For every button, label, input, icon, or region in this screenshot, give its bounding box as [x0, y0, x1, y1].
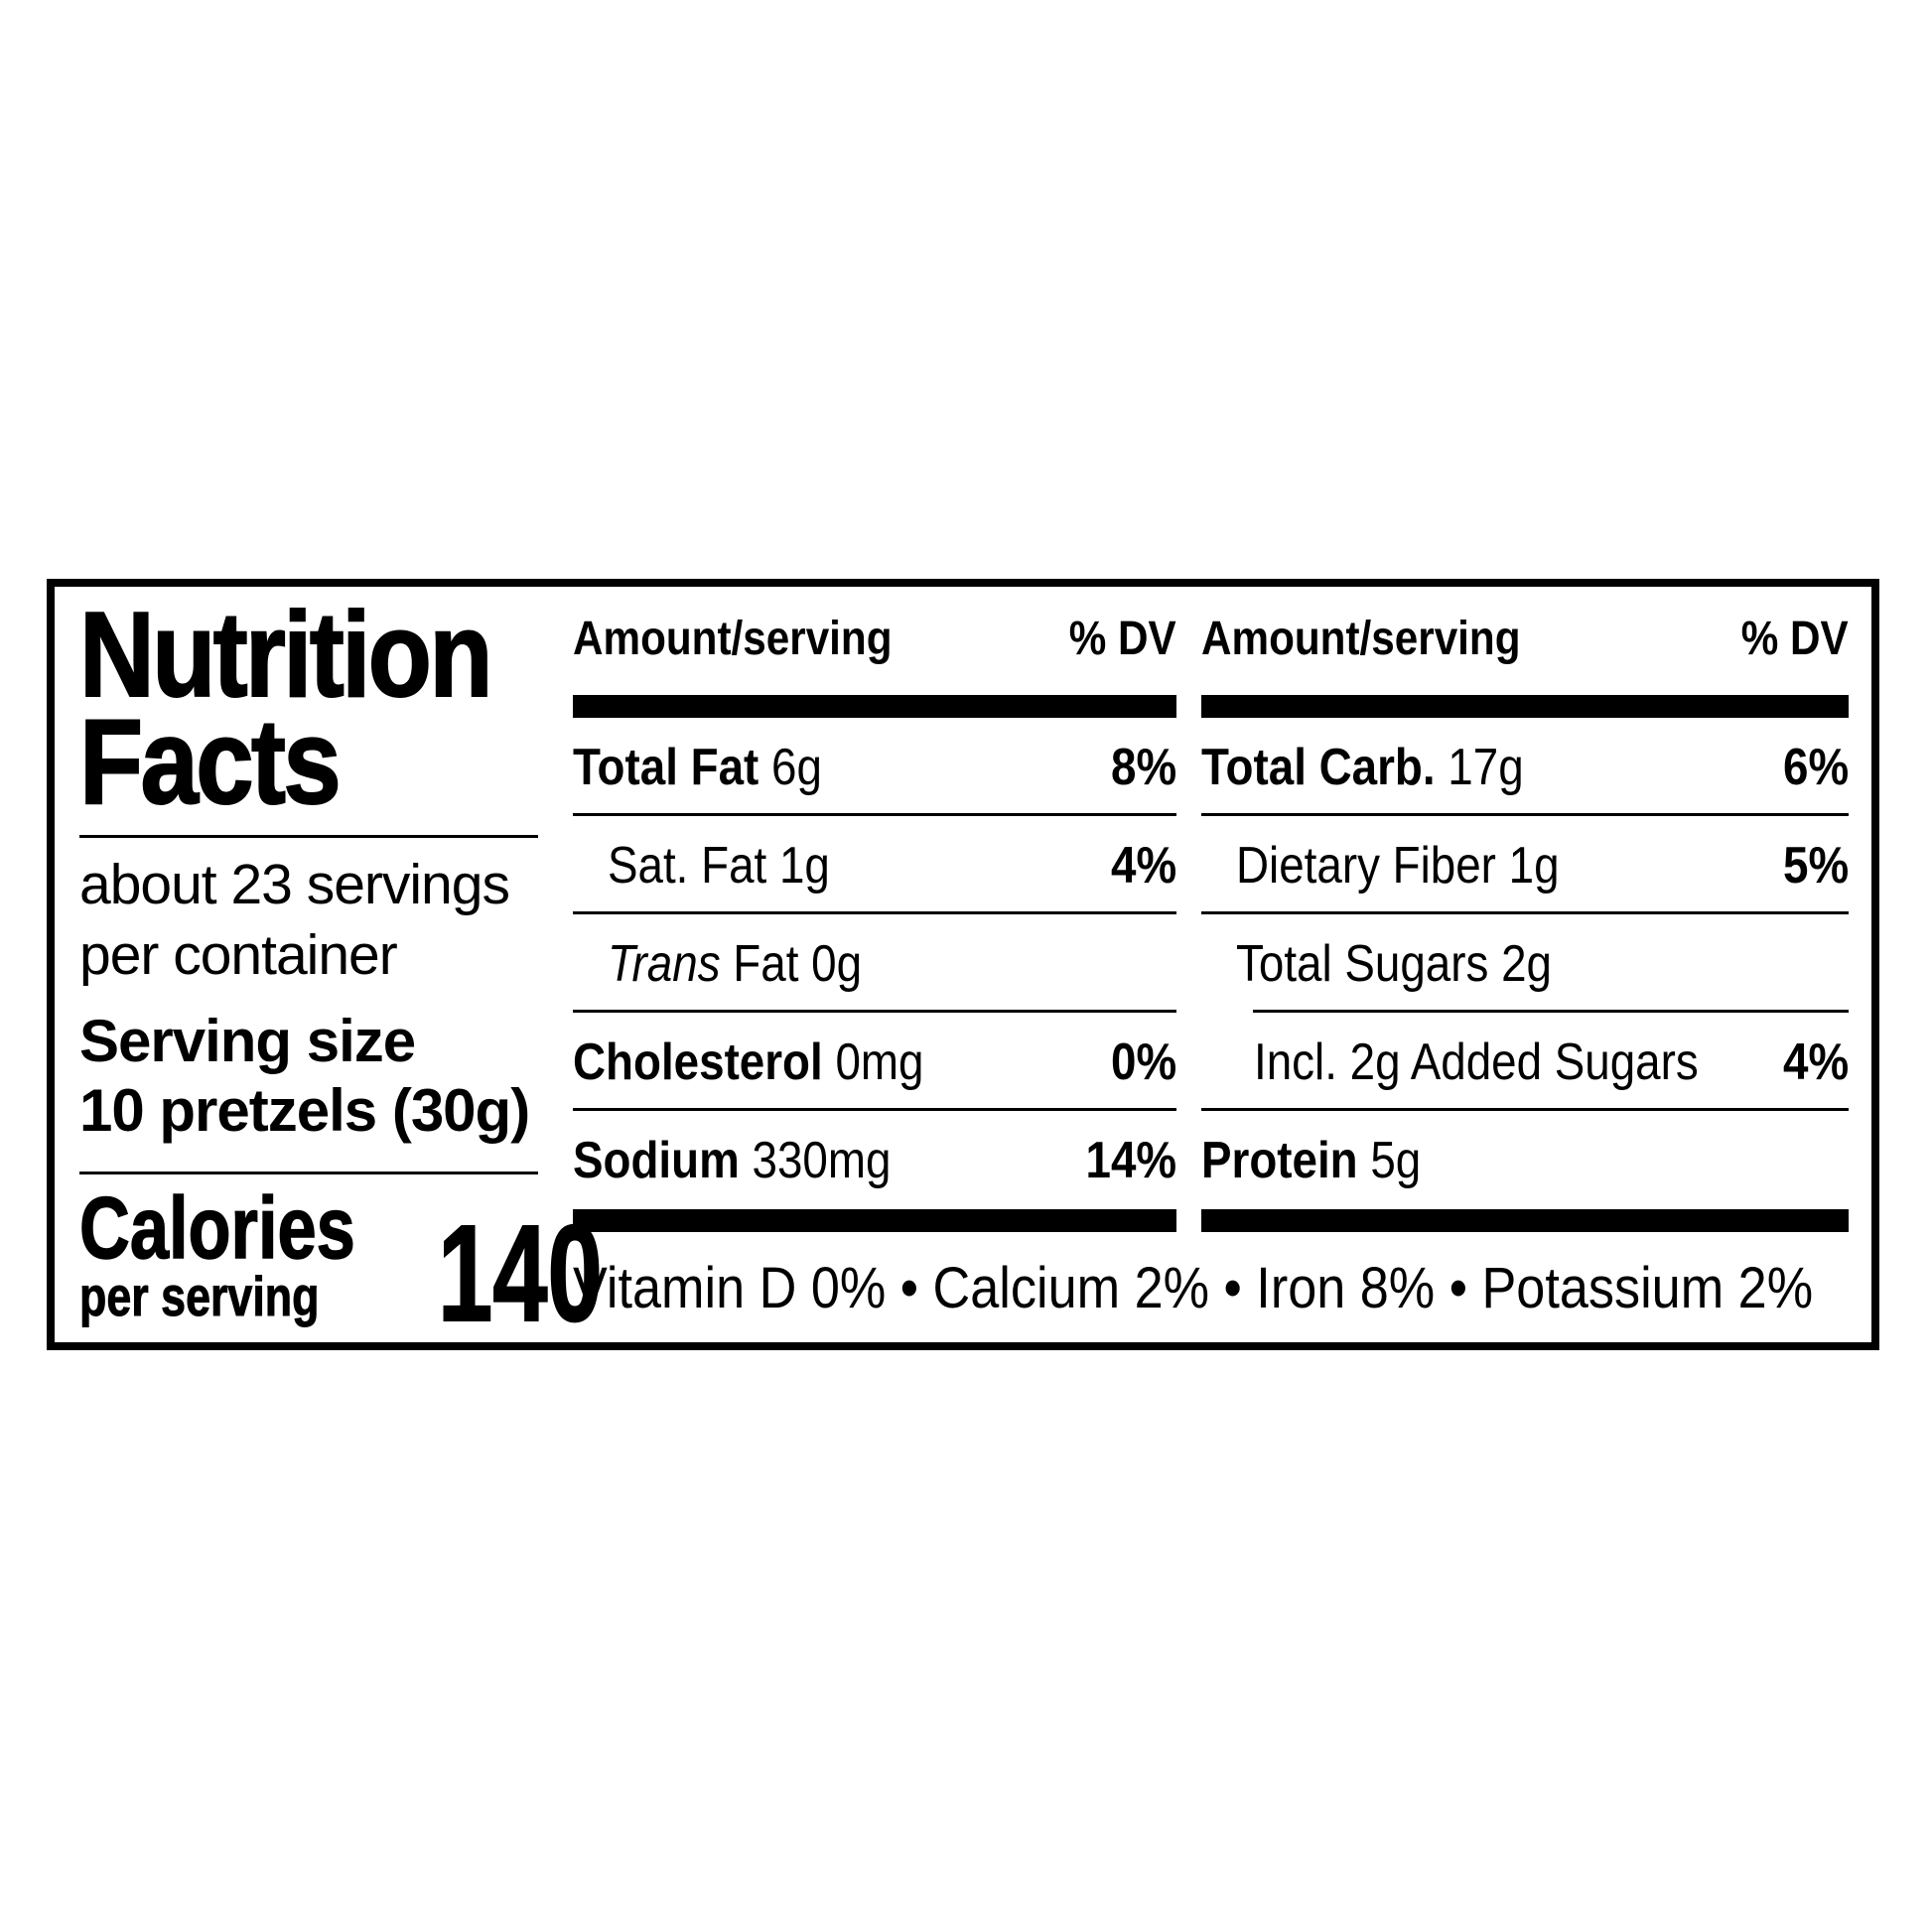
row-total-carb: Total Carb. 17g 6% [1201, 718, 1849, 816]
row-added-sugars: Incl. 2g Added Sugars 4% [1201, 1013, 1849, 1111]
column-2-header: Amount/serving % DV [1201, 616, 1849, 663]
amount-per-serving-header: Amount/serving [573, 613, 893, 665]
nutrient-amount: Total Fat 6g [573, 738, 822, 797]
micronutrients-line: Vitamin D 0% • Calcium 2% • Iron 8% • Po… [573, 1256, 1814, 1320]
percent-dv-header: % DV [1069, 613, 1176, 665]
amount-regular: Sat. Fat 1g [608, 836, 830, 895]
amount-bold: Total Carb. [1201, 738, 1436, 796]
thin-rule [79, 835, 538, 838]
thin-rule [1201, 1108, 1849, 1111]
amount-per-serving-header: Amount/serving [1201, 613, 1521, 665]
thick-bar [573, 1209, 1176, 1232]
row-trans-fat: Trans Fat 0g [573, 914, 1176, 1013]
amount-bold: Protein [1201, 1131, 1358, 1189]
nutrient-dv: 6% [1782, 738, 1849, 796]
serving-size-label: Serving size [79, 1008, 416, 1074]
percent-dv-header: % DV [1741, 613, 1849, 665]
amount-regular: Fat 0g [720, 934, 863, 993]
row-sodium: Sodium 330mg 14% [573, 1111, 1176, 1209]
serving-size: Serving size 10 pretzels (30g) [79, 1007, 563, 1146]
amount-regular: 5g [1357, 1131, 1422, 1189]
amount-bold: Sodium [573, 1131, 740, 1189]
nutrient-dv: 5% [1782, 836, 1849, 895]
amount-regular: 0mg [822, 1033, 924, 1091]
nutrient-amount: Protein 5g [1201, 1131, 1421, 1190]
calories-section: Calories per serving 140 [78, 1178, 603, 1343]
amount-bold: Cholesterol [573, 1033, 823, 1091]
thin-rule [573, 1108, 1176, 1111]
nutrient-dv: 14% [1085, 1131, 1176, 1189]
nutrient-amount: Dietary Fiber 1g [1236, 836, 1560, 896]
nutrition-facts-label: Nutrition Facts about 23 servings per co… [47, 579, 1879, 1350]
amount-italic: Trans [608, 934, 721, 993]
thin-rule [79, 1172, 538, 1174]
amount-regular: Dietary Fiber 1g [1236, 836, 1560, 895]
serving-size-value: 10 pretzels (30g) [79, 1077, 530, 1144]
thin-rule [1201, 911, 1849, 914]
row-sat-fat: Sat. Fat 1g 4% [573, 816, 1176, 914]
column-1-header: Amount/serving % DV [573, 616, 1176, 663]
thin-rule [573, 813, 1176, 816]
thick-bar [573, 695, 1176, 718]
amount-regular: 330mg [739, 1131, 892, 1189]
nutrient-amount: Sodium 330mg [573, 1131, 891, 1190]
calories-sublabel: per serving [79, 1265, 320, 1327]
title-line-1: Nutrition [78, 587, 493, 722]
nutrient-amount: Incl. 2g Added Sugars [1254, 1033, 1699, 1092]
thin-rule [573, 911, 1176, 914]
thick-bar [1201, 1209, 1849, 1232]
amount-bold: Total Fat [573, 738, 759, 796]
nutrient-amount: Trans Fat 0g [608, 934, 862, 994]
row-protein: Protein 5g [1201, 1111, 1849, 1209]
calories-label: Calories [78, 1178, 355, 1277]
nutrient-amount: Total Sugars 2g [1236, 934, 1552, 994]
nutrients-column-1: Amount/serving % DV Total Fat 6g 8% Sat.… [573, 587, 1176, 1232]
row-total-fat: Total Fat 6g 8% [573, 718, 1176, 816]
nutrition-facts-title: Nutrition Facts [78, 587, 495, 829]
servings-line-1: about 23 servings [79, 853, 510, 916]
nutrient-amount: Total Carb. 17g [1201, 738, 1524, 797]
servings-line-2: per container [79, 923, 398, 987]
label-left-column: Nutrition Facts about 23 servings per co… [78, 587, 604, 1343]
row-dietary-fiber: Dietary Fiber 1g 5% [1201, 816, 1849, 914]
nutrient-amount: Sat. Fat 1g [608, 836, 830, 896]
amount-regular: Incl. 2g Added Sugars [1254, 1033, 1699, 1091]
thin-rule [1201, 813, 1849, 816]
thin-rule [573, 1010, 1176, 1013]
row-cholesterol: Cholesterol 0mg 0% [573, 1013, 1176, 1111]
nutrient-dv: 4% [1782, 1033, 1849, 1091]
nutrient-amount: Cholesterol 0mg [573, 1033, 923, 1092]
calories-words: Calories per serving [78, 1178, 355, 1327]
amount-regular: Total Sugars 2g [1236, 934, 1552, 993]
thick-bar [1201, 695, 1849, 718]
thin-rule [1253, 1010, 1849, 1013]
row-total-sugars: Total Sugars 2g [1201, 914, 1849, 1013]
amount-regular: 17g [1435, 738, 1524, 796]
servings-per-container: about 23 servings per container [79, 850, 563, 991]
nutrient-dv: 0% [1110, 1033, 1176, 1091]
title-line-2: Facts [78, 694, 342, 829]
amount-regular: 6g [759, 738, 822, 796]
nutrient-dv: 4% [1110, 836, 1176, 895]
nutrients-column-2: Amount/serving % DV Total Carb. 17g 6% D… [1201, 587, 1849, 1232]
nutrient-dv: 8% [1110, 738, 1176, 796]
